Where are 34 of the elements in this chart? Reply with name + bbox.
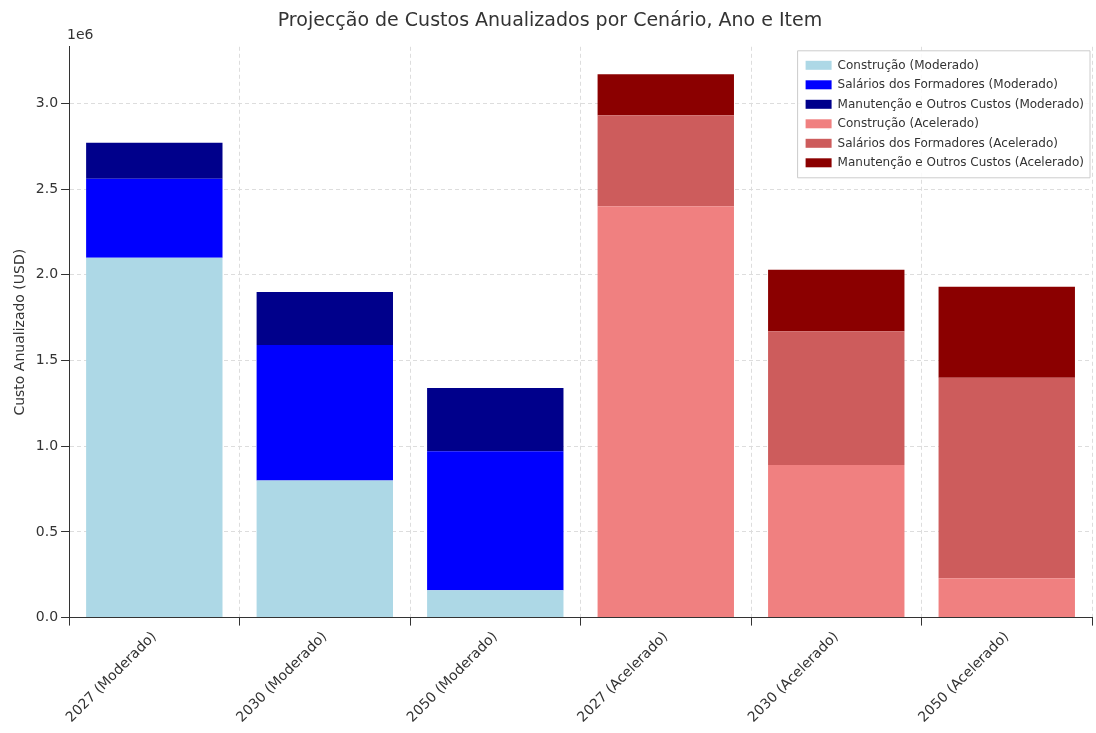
legend-label: Construção (Moderado) [837,57,979,72]
bar [256,480,393,618]
bar [427,590,564,618]
y-tick-label: 1.5 [35,351,59,368]
bar [256,345,393,481]
bar [938,578,1075,618]
bar [597,115,734,207]
chart-title: Projecção de Custos Anualizados por Cenário, Ano e Item [277,8,823,31]
y-tick-label: 2.0 [35,265,59,282]
y-tick-label: 1.0 [35,436,59,453]
bar [86,142,223,179]
bar [597,74,734,116]
y-tick-label: 2.5 [35,179,59,196]
y-tick-label: 0.5 [35,522,59,539]
bar [938,286,1075,378]
text: 1e6 [67,26,94,43]
legend-label: Manutenção e Outros Custos (Moderado) [837,96,1084,111]
bar [256,291,393,346]
bar [768,331,905,466]
legend-label: Salários dos Formadores (Moderado) [837,77,1058,92]
bar [427,387,564,452]
bar [597,206,734,618]
bar [86,178,223,258]
y-tick-label: 3.0 [35,94,59,111]
bar [768,465,905,618]
legend-label: Manutenção e Outros Custos (Acelerado) [837,155,1084,170]
bar [86,257,223,618]
bar [938,377,1075,579]
bar [427,451,564,591]
legend-label: Construção (Acelerado) [837,116,979,131]
y-axis-title: Custo Anualizado (USD) [11,248,28,416]
legend-label: Salários dos Formadores (Acelerado) [837,135,1058,150]
bar [768,269,905,332]
y-tick-label: 0.0 [35,608,59,625]
